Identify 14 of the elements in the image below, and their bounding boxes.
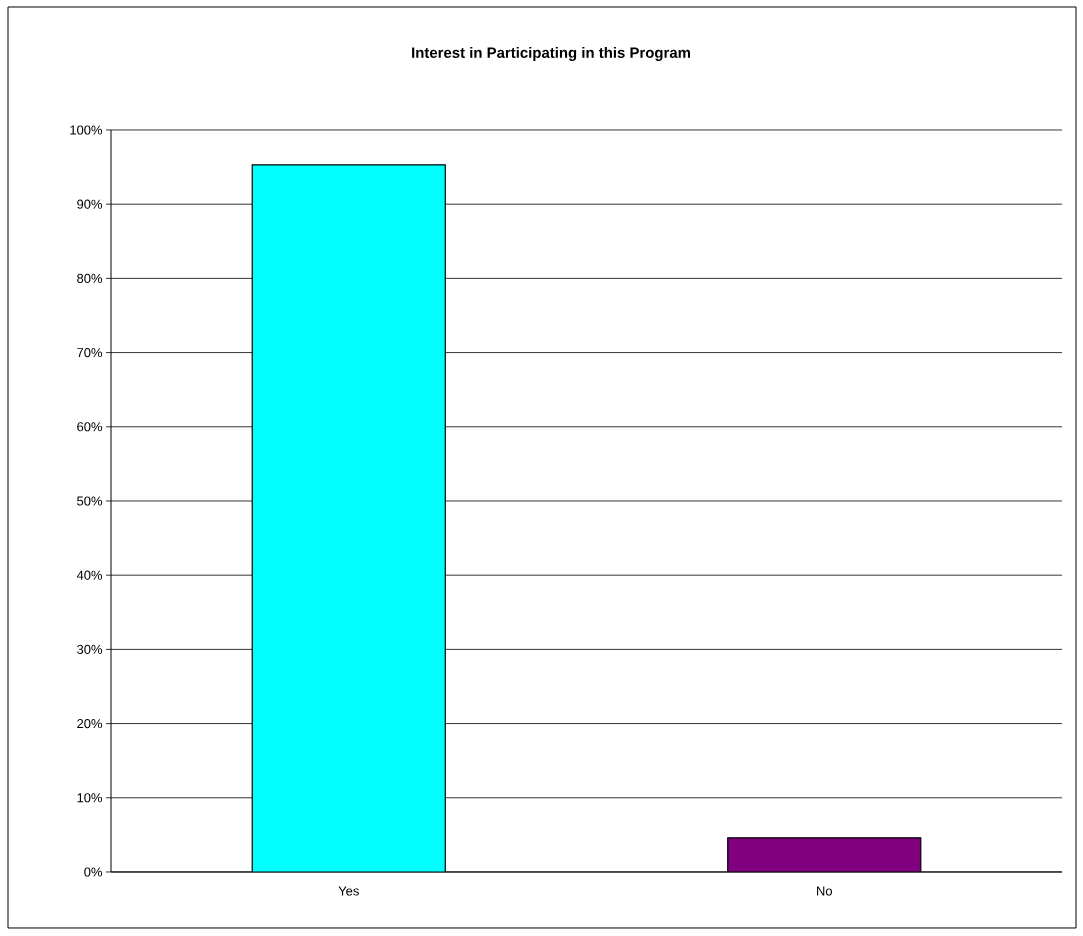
y-tick-label: 20% — [77, 718, 103, 729]
chart-title: Interest in Participating in this Program — [412, 46, 690, 61]
y-tick-label: 100% — [70, 125, 103, 135]
y-tick-label: 40% — [76, 570, 103, 580]
y-tick-label: 30% — [77, 644, 103, 654]
y-tick-label: 60% — [77, 422, 103, 432]
y-tick-label: 50% — [77, 496, 103, 506]
y-tick-label: 90% — [77, 199, 103, 209]
y-tick-label: 70% — [77, 347, 103, 358]
y-tick-label: 0% — [84, 867, 103, 877]
x-tick-label: No — [817, 886, 832, 896]
x-tick-label: Yes — [338, 886, 359, 896]
y-tick-label: 80% — [77, 273, 103, 283]
y-tick-label: 10% — [77, 793, 103, 803]
